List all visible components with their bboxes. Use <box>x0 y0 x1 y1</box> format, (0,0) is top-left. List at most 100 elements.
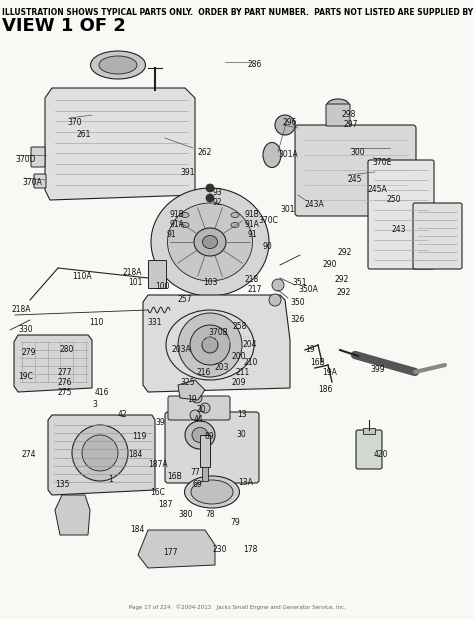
FancyBboxPatch shape <box>165 412 259 483</box>
Ellipse shape <box>194 228 226 256</box>
Text: 91B: 91B <box>170 210 185 219</box>
Text: 399: 399 <box>370 365 384 374</box>
Text: 30: 30 <box>236 430 246 439</box>
Text: 218A: 218A <box>123 268 143 277</box>
Polygon shape <box>178 380 205 400</box>
Polygon shape <box>55 495 90 535</box>
Text: 217: 217 <box>248 285 263 294</box>
Ellipse shape <box>327 99 349 111</box>
Circle shape <box>190 325 230 365</box>
Ellipse shape <box>185 421 215 449</box>
Text: 92: 92 <box>213 198 223 207</box>
FancyBboxPatch shape <box>31 147 45 167</box>
Ellipse shape <box>184 476 239 508</box>
Text: 218: 218 <box>245 275 259 284</box>
Text: 187: 187 <box>158 500 173 509</box>
Text: 19C: 19C <box>18 372 33 381</box>
Text: 286: 286 <box>248 60 263 69</box>
Text: 218A: 218A <box>12 305 31 314</box>
Text: 211: 211 <box>236 368 250 377</box>
Ellipse shape <box>181 222 189 228</box>
Ellipse shape <box>192 428 208 443</box>
Text: 216: 216 <box>197 368 211 377</box>
Circle shape <box>275 115 295 135</box>
Text: 20: 20 <box>197 405 207 414</box>
Text: 292: 292 <box>338 248 352 257</box>
Text: 200: 200 <box>232 352 246 361</box>
FancyBboxPatch shape <box>168 396 230 420</box>
Text: 275: 275 <box>58 388 73 397</box>
Text: 19A: 19A <box>322 368 337 377</box>
Circle shape <box>202 337 218 353</box>
Text: 370C: 370C <box>258 216 278 225</box>
Text: 69: 69 <box>193 480 203 489</box>
Text: 370A: 370A <box>22 178 42 187</box>
Text: 101: 101 <box>128 278 142 287</box>
Text: 89: 89 <box>205 432 215 441</box>
Text: 110A: 110A <box>72 272 91 281</box>
Text: 380: 380 <box>178 510 192 519</box>
Text: 135: 135 <box>55 480 70 489</box>
Text: ILLUSTRATION SHOWS TYPICAL PARTS ONLY.  ORDER BY PART NUMBER.  PARTS NOT LISTED : ILLUSTRATION SHOWS TYPICAL PARTS ONLY. O… <box>2 8 474 17</box>
Text: 16C: 16C <box>150 488 165 497</box>
Text: 42: 42 <box>118 410 128 419</box>
Text: 245A: 245A <box>368 185 388 194</box>
FancyBboxPatch shape <box>368 160 434 269</box>
Text: 77: 77 <box>190 468 200 477</box>
Text: 184: 184 <box>128 450 142 459</box>
Text: 296: 296 <box>283 118 298 127</box>
Text: 39: 39 <box>155 418 165 427</box>
Text: 103: 103 <box>203 278 218 287</box>
Text: 279: 279 <box>22 348 36 357</box>
Circle shape <box>269 294 281 306</box>
Text: 326: 326 <box>290 315 304 324</box>
Circle shape <box>200 403 210 413</box>
Ellipse shape <box>231 222 239 228</box>
Ellipse shape <box>231 212 239 217</box>
Text: 262: 262 <box>198 148 212 157</box>
Bar <box>200 435 210 467</box>
Text: 331: 331 <box>147 318 162 327</box>
Text: 261: 261 <box>77 130 91 139</box>
Text: 292: 292 <box>335 275 349 284</box>
Circle shape <box>72 425 128 481</box>
Text: partsream™: partsream™ <box>190 335 250 345</box>
Text: 370B: 370B <box>208 328 228 337</box>
Text: 351: 351 <box>292 278 307 287</box>
Text: 243A: 243A <box>305 200 325 209</box>
Text: 245: 245 <box>348 175 363 184</box>
FancyBboxPatch shape <box>295 125 416 216</box>
Ellipse shape <box>91 51 146 79</box>
Text: 370: 370 <box>67 118 82 127</box>
Polygon shape <box>45 88 195 200</box>
Text: 257: 257 <box>178 295 192 304</box>
Text: 177: 177 <box>163 548 177 557</box>
Text: 19: 19 <box>305 345 315 354</box>
Text: 297: 297 <box>344 120 358 129</box>
Text: 209: 209 <box>232 378 246 387</box>
FancyBboxPatch shape <box>413 203 462 269</box>
Text: 19: 19 <box>187 395 197 404</box>
Text: 350A: 350A <box>298 285 318 294</box>
Text: 187A: 187A <box>148 460 168 469</box>
Text: 1: 1 <box>108 475 113 484</box>
Text: 391: 391 <box>180 168 194 177</box>
Text: Page 17 of 224   ©2004-2013   Jacks Small Engine and Generator Service, Inc.: Page 17 of 224 ©2004-2013 Jacks Small En… <box>128 604 346 610</box>
Text: 91: 91 <box>167 230 177 239</box>
Text: 186: 186 <box>318 385 332 394</box>
Text: 370E: 370E <box>372 158 392 167</box>
Text: 300: 300 <box>350 148 365 157</box>
Text: VIEW 1 OF 2: VIEW 1 OF 2 <box>2 17 126 35</box>
Text: 91B: 91B <box>245 210 260 219</box>
Text: 91A: 91A <box>170 220 185 229</box>
Ellipse shape <box>99 56 137 74</box>
Text: 230: 230 <box>213 545 228 554</box>
Polygon shape <box>48 415 155 495</box>
Bar <box>202 467 208 481</box>
Polygon shape <box>143 295 290 392</box>
Bar <box>363 428 375 434</box>
Text: 298: 298 <box>342 110 356 119</box>
Text: 203A: 203A <box>172 345 192 354</box>
Circle shape <box>178 313 242 377</box>
FancyBboxPatch shape <box>356 430 382 469</box>
